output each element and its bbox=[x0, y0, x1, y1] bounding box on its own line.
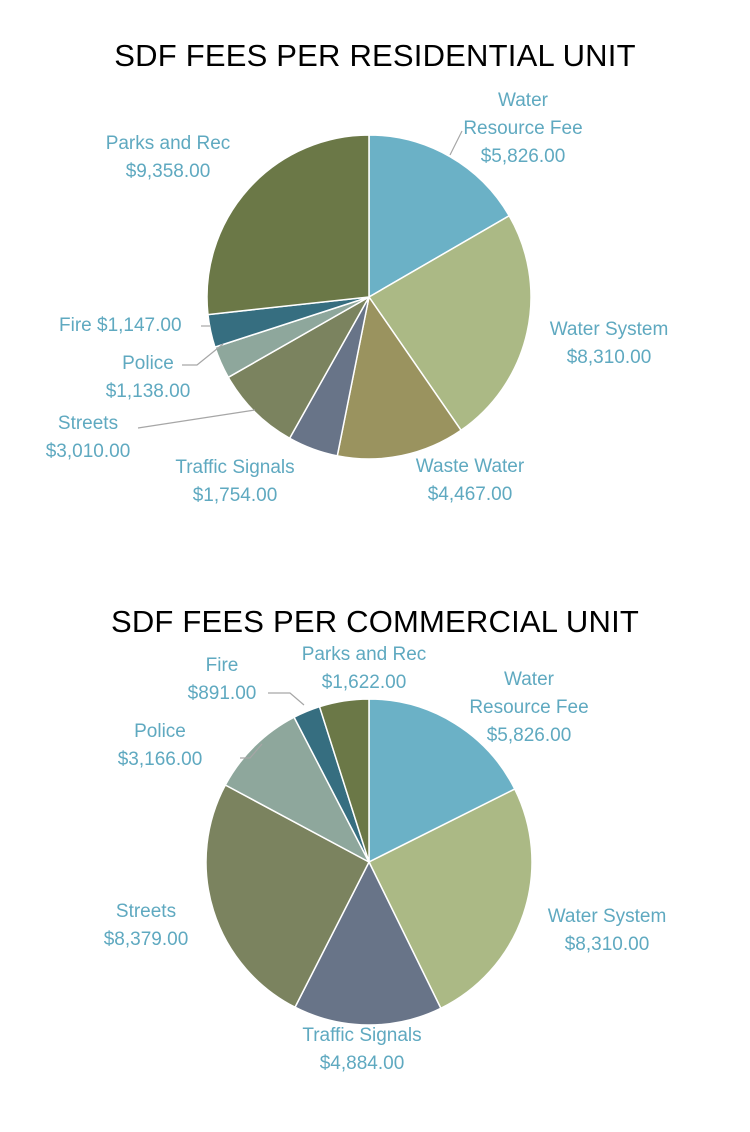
data-label-traffic-signals: Traffic Signals $4,884.00 bbox=[302, 1025, 421, 1074]
commercial-pie-chart: SDF FEES PER COMMERCIAL UNIT Water Resour… bbox=[0, 580, 750, 1132]
chart-title: SDF FEES PER COMMERCIAL UNIT bbox=[110, 604, 640, 639]
leader-line-police bbox=[182, 343, 224, 366]
data-label-parks-and-rec: Parks and Rec $1,622.00 bbox=[302, 644, 427, 693]
pie-slice-parks-and-rec bbox=[206, 134, 370, 316]
data-label-police: Police $1,138.00 bbox=[106, 353, 191, 402]
leader-line-police bbox=[240, 743, 263, 759]
data-label-streets: Streets $3,010.00 bbox=[46, 413, 131, 462]
leader-line-streets bbox=[137, 409, 256, 429]
pie-slice-streets bbox=[227, 295, 371, 440]
pie-slice-water-system bbox=[367, 788, 533, 1010]
data-label-water-resource-fee: Water Resource Fee $5,826.00 bbox=[469, 669, 588, 746]
data-label-parks-and-rec: Parks and Rec $9,358.00 bbox=[106, 133, 231, 182]
leader-line-fire bbox=[268, 692, 305, 706]
residential-pie-svg: Water Resource Fee $5,826.00 Water System $8… bbox=[46, 90, 669, 506]
pie-slice-waste-water bbox=[336, 295, 463, 460]
pie-slice-traffic-signals bbox=[293, 860, 442, 1026]
data-label-waste-water: Waste Water $4,467.00 bbox=[416, 456, 525, 505]
pie-slice-water-system bbox=[367, 214, 532, 432]
leader-line-water-resource-fee bbox=[449, 130, 463, 156]
data-label-water-system: Water System $8,310.00 bbox=[548, 906, 667, 955]
data-label-water-resource-fee: Water Resource Fee $5,826.00 bbox=[463, 90, 582, 167]
data-label-streets: Streets $8,379.00 bbox=[104, 901, 189, 950]
residential-pie-chart: SDF FEES PER RESIDENTIAL UNIT Water Resou… bbox=[0, 0, 750, 560]
data-label-fire: Fire $891.00 bbox=[188, 655, 257, 704]
data-label-fire: Fire $1,147.00 bbox=[59, 315, 182, 336]
pie-slice-water-resource-fee bbox=[368, 134, 511, 299]
commercial-pie-svg: Water Resource Fee $5,826.00 Water System $8… bbox=[104, 644, 667, 1074]
data-label-water-system: Water System $8,310.00 bbox=[550, 319, 669, 368]
pie-slice-water-resource-fee bbox=[368, 698, 516, 864]
chart-title: SDF FEES PER RESIDENTIAL UNIT bbox=[114, 38, 636, 73]
data-label-police: Police $3,166.00 bbox=[118, 721, 203, 770]
pie-slice-parks-and-rec bbox=[318, 698, 370, 863]
data-label-traffic-signals: Traffic Signals $1,754.00 bbox=[175, 457, 294, 506]
pie-slice-police bbox=[224, 716, 371, 864]
